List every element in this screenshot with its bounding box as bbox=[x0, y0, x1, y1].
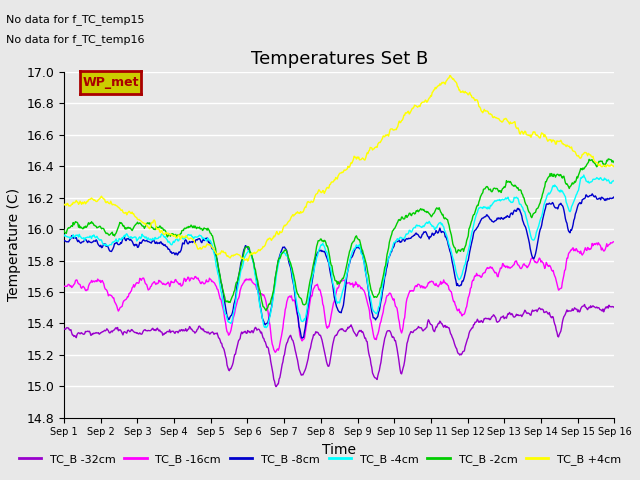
Title: Temperatures Set B: Temperatures Set B bbox=[251, 49, 428, 68]
Y-axis label: Temperature (C): Temperature (C) bbox=[7, 188, 21, 301]
X-axis label: Time: Time bbox=[322, 443, 356, 457]
Text: No data for f_TC_temp15: No data for f_TC_temp15 bbox=[6, 14, 145, 25]
Text: No data for f_TC_temp16: No data for f_TC_temp16 bbox=[6, 34, 145, 45]
Text: WP_met: WP_met bbox=[82, 75, 139, 89]
Legend: TC_B -32cm, TC_B -16cm, TC_B -8cm, TC_B -4cm, TC_B -2cm, TC_B +4cm: TC_B -32cm, TC_B -16cm, TC_B -8cm, TC_B … bbox=[14, 450, 626, 469]
